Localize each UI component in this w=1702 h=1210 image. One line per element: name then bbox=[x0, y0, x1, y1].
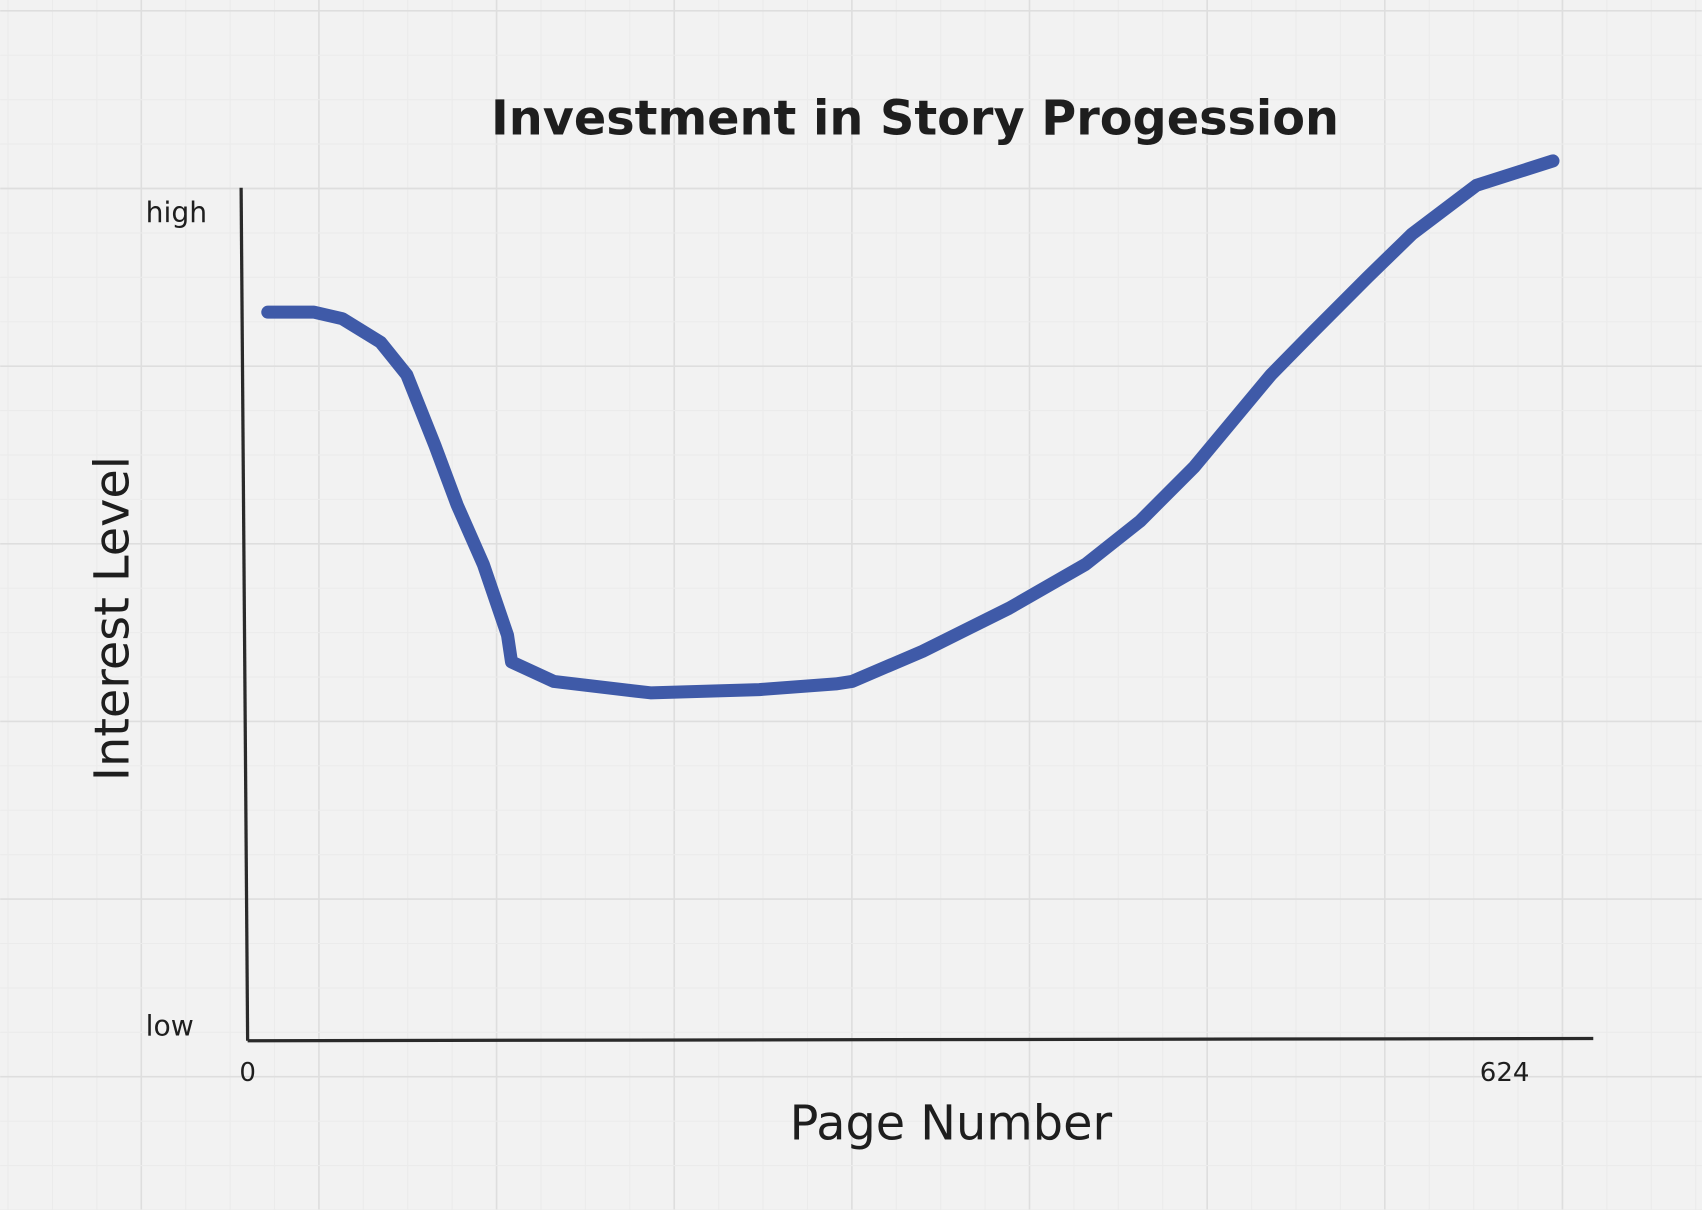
y-tick-label: low bbox=[146, 1009, 194, 1042]
x-axis bbox=[247, 1036, 1594, 1043]
x-axis-title: Page Number bbox=[790, 1096, 1113, 1151]
chart-title: Investment in Story Progession bbox=[491, 92, 1339, 147]
y-tick-label: high bbox=[146, 196, 208, 229]
y-axis bbox=[239, 187, 250, 1041]
y-axis-title: Interest Level bbox=[85, 456, 140, 781]
data-line bbox=[261, 154, 1560, 700]
x-tick-label: 624 bbox=[1480, 1058, 1530, 1088]
x-tick-label: 0 bbox=[239, 1058, 256, 1088]
